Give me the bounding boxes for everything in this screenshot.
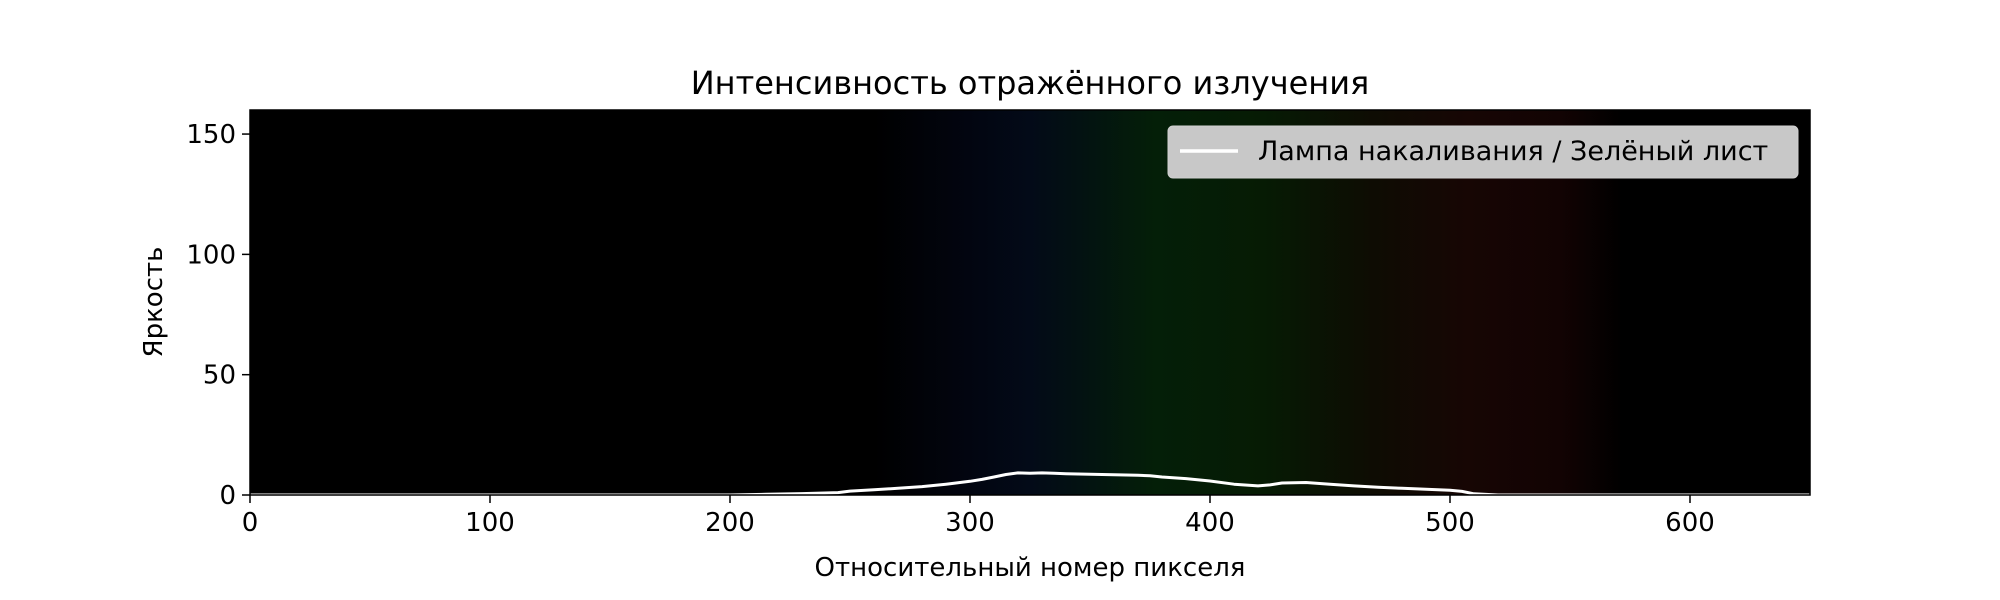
x-tick-label: 600: [1665, 508, 1715, 538]
x-tick-label: 200: [705, 508, 755, 538]
y-tick-label: 50: [203, 361, 236, 391]
plot-frame: [249, 109, 1811, 496]
x-tick-label: 0: [242, 508, 259, 538]
y-tick-label: 150: [186, 120, 236, 150]
series-line: [250, 471, 1810, 497]
legend-box: [1167, 125, 1799, 179]
x-tick-label: 500: [1425, 508, 1475, 538]
x-axis-label: Относительный номер пикселя: [815, 553, 1246, 583]
series-group: [250, 471, 1810, 497]
x-tick-label: 300: [945, 508, 995, 538]
x-tick-label: 100: [465, 508, 515, 538]
y-tick-label: 0: [219, 481, 236, 511]
x-tick-label: 400: [1185, 508, 1235, 538]
chart-title: Интенсивность отражённого излучения: [691, 64, 1370, 102]
y-axis-ticks: 0 50 100 150: [186, 120, 250, 511]
y-axis-label: Яркость: [139, 247, 169, 358]
y-tick-label: 100: [186, 240, 236, 270]
x-axis-ticks: 0 100 200 300 400 500 600: [242, 495, 1715, 538]
legend: Лампа накаливания / Зелёный лист: [1167, 125, 1799, 179]
legend-label: Лампа накаливания / Зелёный лист: [1258, 136, 1768, 167]
